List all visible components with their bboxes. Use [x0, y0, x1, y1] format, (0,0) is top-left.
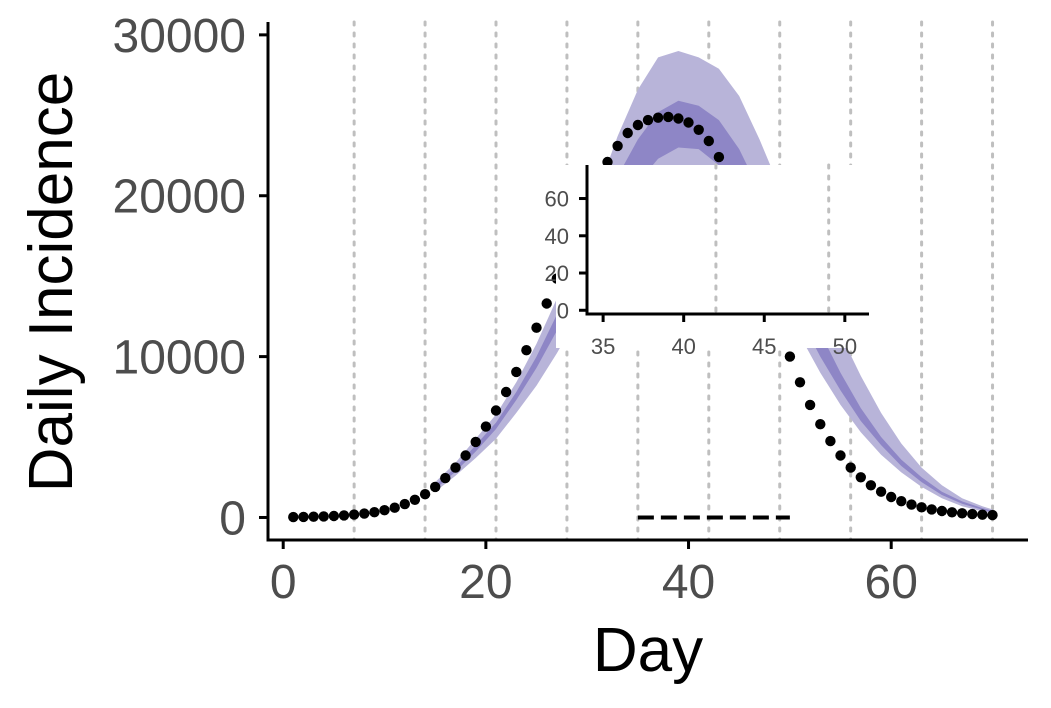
x-tick-label: 20 — [459, 556, 512, 609]
data-point — [389, 502, 400, 513]
data-point — [865, 480, 877, 491]
data-point — [369, 507, 380, 518]
data-point — [490, 405, 502, 416]
data-point — [460, 450, 471, 461]
data-point — [906, 499, 917, 510]
data-point — [622, 127, 633, 139]
x-tick-label: 60 — [865, 556, 918, 609]
x-axis-title: Day — [593, 616, 703, 685]
data-point — [430, 481, 441, 493]
inset-chart: 0 20 40 60 35 40 45 50 — [545, 163, 872, 359]
y-axis-title: Daily Incidence — [17, 72, 86, 492]
data-point — [713, 151, 725, 163]
inset-x-tick-label: 40 — [671, 334, 695, 359]
inset-y-tick-label: 40 — [545, 224, 569, 249]
data-point — [916, 502, 927, 513]
data-point — [855, 472, 866, 483]
data-point — [652, 112, 664, 123]
data-point — [815, 419, 826, 430]
data-point — [875, 486, 887, 497]
data-point — [794, 377, 806, 388]
data-point — [379, 505, 390, 516]
data-point — [835, 450, 846, 461]
inset-y-tick-label: 20 — [545, 261, 569, 286]
data-point — [632, 119, 644, 131]
y-tick-label: 10000 — [113, 332, 246, 385]
data-point — [967, 508, 978, 520]
data-point — [804, 399, 816, 411]
data-point — [328, 510, 340, 522]
data-point — [298, 511, 309, 523]
main-axes — [259, 22, 1028, 549]
data-point — [946, 507, 958, 518]
x-tick-label: 40 — [662, 556, 715, 609]
data-point — [288, 511, 299, 523]
data-point — [703, 135, 714, 147]
inset-background — [556, 165, 872, 348]
data-point — [440, 472, 451, 484]
data-point — [531, 322, 542, 333]
data-point — [977, 509, 988, 520]
data-point — [693, 124, 704, 135]
data-point — [308, 511, 319, 522]
band-inner — [435, 100, 993, 513]
data-point — [936, 505, 948, 517]
data-point — [784, 351, 796, 362]
data-point — [926, 504, 937, 515]
inset-grid — [714, 163, 831, 316]
data-point — [500, 386, 512, 398]
data-point — [348, 509, 360, 520]
data-point — [521, 345, 532, 356]
inset-tick-labels: 0 20 40 60 35 40 45 50 — [545, 187, 858, 359]
data-point — [338, 510, 350, 521]
inset-x-tick-label: 45 — [752, 334, 776, 359]
data-point — [480, 421, 492, 432]
data-point — [612, 140, 623, 152]
inset-axes — [579, 165, 869, 322]
inset-x-tick-label: 35 — [591, 334, 615, 359]
data-point — [419, 489, 431, 500]
data-point — [602, 156, 613, 168]
data-point — [399, 498, 410, 510]
data-point — [511, 366, 522, 378]
data-point — [956, 508, 968, 519]
data-point — [642, 114, 654, 126]
inset-y-tick-label: 60 — [545, 187, 569, 212]
data-point — [987, 509, 998, 521]
inset-y-tick-label: 0 — [557, 298, 569, 323]
data-point — [318, 511, 329, 522]
inset-x-tick-label: 50 — [833, 334, 857, 359]
data-point — [886, 491, 897, 503]
data-point — [470, 436, 481, 448]
data-point — [683, 117, 694, 128]
data-point — [541, 298, 552, 309]
y-tick-label: 0 — [219, 492, 246, 545]
data-point — [896, 496, 907, 507]
data-point — [359, 508, 370, 519]
y-tick-label: 20000 — [113, 171, 246, 224]
main-grid — [352, 20, 995, 542]
data-point — [673, 113, 684, 124]
data-point — [845, 462, 856, 473]
y-tick-label: 30000 — [113, 10, 246, 63]
data-point — [450, 462, 461, 473]
main-bands — [435, 51, 993, 514]
data-point — [825, 435, 836, 447]
data-point — [663, 111, 674, 123]
main-tick-labels: 0 10000 20000 30000 0 20 40 60 — [113, 10, 918, 609]
x-tick-label: 0 — [270, 556, 297, 609]
data-point — [409, 494, 421, 505]
